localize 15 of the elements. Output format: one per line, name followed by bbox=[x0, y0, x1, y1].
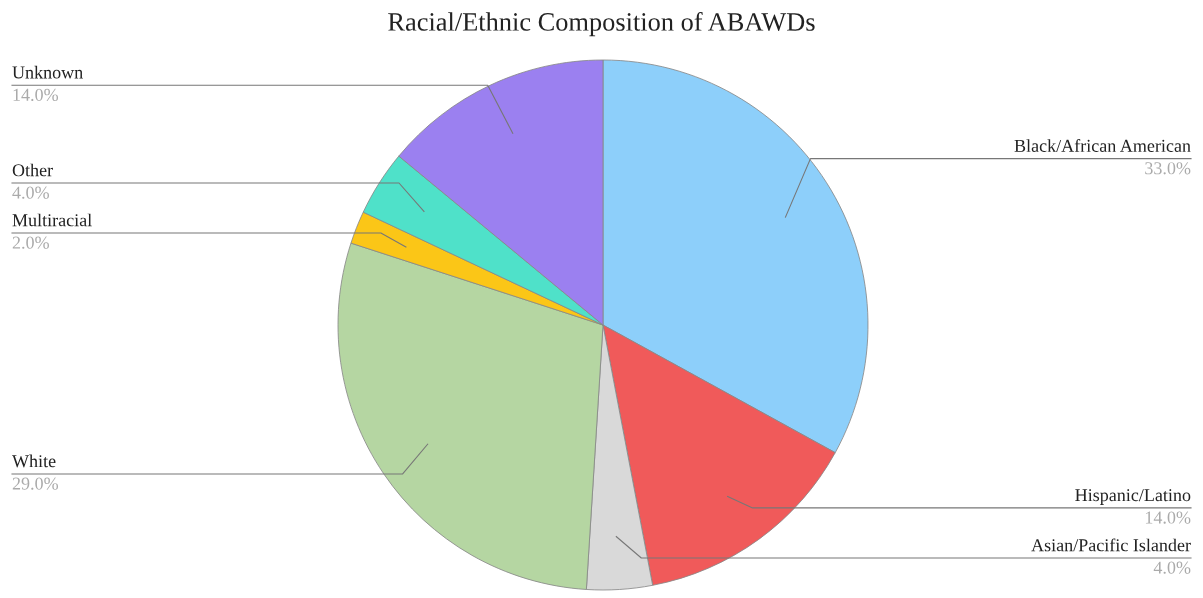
data-label: 33.0% bbox=[1145, 162, 1191, 175]
slice-label: Black/African American bbox=[1014, 139, 1191, 152]
data-label: 29.0% bbox=[12, 477, 59, 490]
chart-title: Racial/Ethnic Composition of ABAWDs bbox=[388, 12, 815, 37]
data-label: 4.0% bbox=[1153, 561, 1191, 574]
data-label: 14.0% bbox=[1145, 511, 1191, 524]
data-label: 14.0% bbox=[13, 88, 59, 102]
slice-label: Multiracial bbox=[12, 213, 92, 227]
data-label: 4.0% bbox=[12, 186, 49, 199]
slice-label: White bbox=[12, 454, 56, 468]
slice-label: Unknown bbox=[12, 65, 83, 79]
slice-label: Other bbox=[12, 163, 53, 177]
slice-label: Asian/Pacific Islander bbox=[1031, 538, 1191, 552]
data-label: 2.0% bbox=[12, 236, 49, 249]
slice-label: Hispanic/Latino bbox=[1075, 489, 1191, 505]
